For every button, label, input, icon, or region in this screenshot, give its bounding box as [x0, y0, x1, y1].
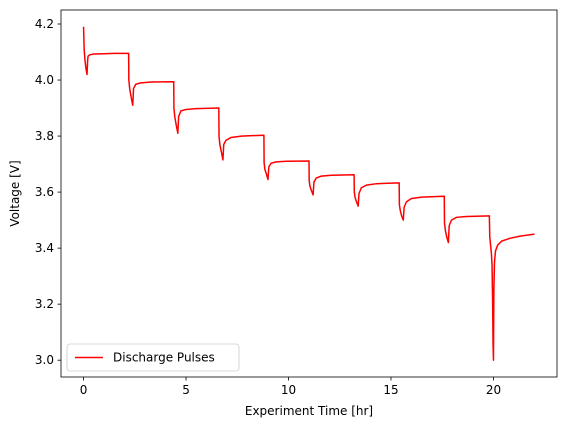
y-tick-label: 4.0 [35, 73, 54, 87]
x-tick-label: 0 [80, 383, 88, 397]
x-tick-label: 20 [486, 383, 501, 397]
x-tick-label: 10 [281, 383, 296, 397]
legend-box [66, 343, 240, 372]
y-tick-label: 3.8 [35, 129, 54, 143]
x-tick-label: 15 [383, 383, 398, 397]
axes: 0 5 10 15 20 3.0 3.2 3.4 3.6 3.8 4.0 4.2 [35, 9, 558, 397]
plot-frame [60, 9, 558, 378]
x-tick-label: 5 [182, 383, 190, 397]
legend-label: Discharge Pulses [113, 351, 215, 365]
y-axis-title: Voltage [V] [8, 160, 22, 226]
y-tick-label: 3.2 [35, 297, 54, 311]
plot-area [82, 26, 535, 361]
series-line-1 [82, 26, 535, 361]
x-axis-title: Experiment Time [hr] [245, 404, 373, 418]
y-tick-label: 3.0 [35, 353, 54, 367]
legend: Discharge Pulses [66, 343, 240, 372]
y-tick-label: 3.4 [35, 241, 54, 255]
y-tick-label: 3.6 [35, 185, 54, 199]
y-tick-label: 4.2 [35, 17, 54, 31]
